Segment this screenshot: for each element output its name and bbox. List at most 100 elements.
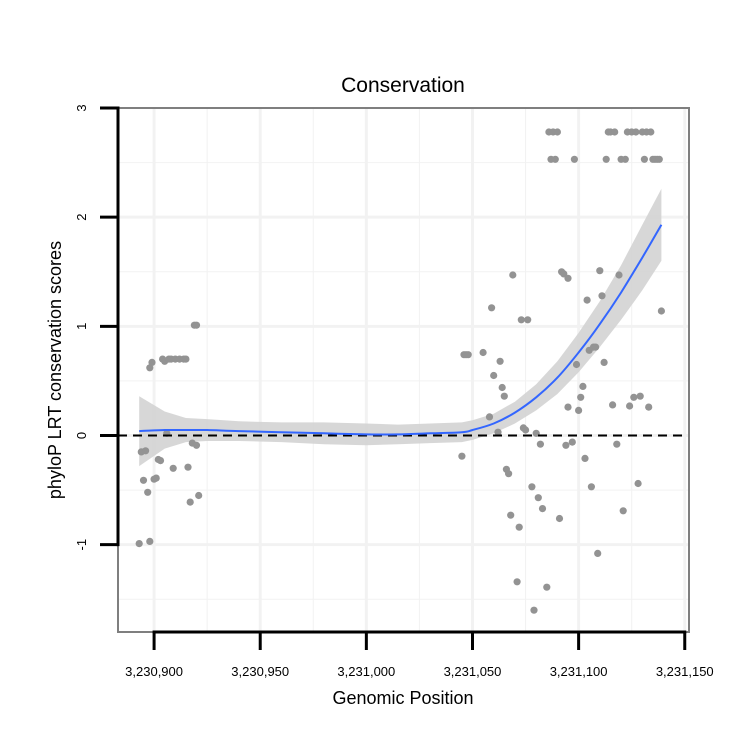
data-point	[500, 392, 508, 400]
data-point	[600, 358, 608, 366]
data-point	[630, 393, 638, 401]
data-point	[156, 457, 165, 465]
data-point	[583, 296, 591, 304]
data-point	[615, 271, 623, 279]
data-point	[596, 267, 604, 275]
chart-title: Conservation	[341, 74, 465, 97]
y-tick-label: -1	[74, 539, 89, 551]
data-point	[184, 463, 192, 471]
data-point	[655, 155, 663, 163]
x-tick-label: 3,231,000	[337, 664, 395, 679]
data-point	[621, 155, 629, 163]
data-point	[524, 316, 532, 324]
confidence-band-area	[139, 188, 662, 467]
data-point	[534, 494, 542, 502]
data-point	[632, 128, 640, 136]
data-point	[494, 428, 502, 436]
data-point	[579, 382, 587, 390]
x-axis-title: Genomic Position	[332, 688, 473, 708]
data-point	[135, 540, 143, 548]
data-point	[538, 505, 547, 513]
y-axis-title: phyloP LRT conservation scores	[45, 241, 65, 499]
plot-frame	[117, 107, 690, 633]
data-point	[592, 343, 600, 351]
smooth-curve	[139, 224, 663, 436]
data-point	[587, 483, 596, 491]
data-point	[611, 128, 619, 136]
grid	[118, 108, 689, 632]
x-tick-label: 3,230,950	[231, 664, 289, 679]
x-tick-label: 3,230,900	[125, 664, 183, 679]
data-point	[594, 549, 602, 558]
data-point	[144, 488, 152, 496]
data-point	[564, 274, 572, 282]
data-point	[182, 355, 190, 363]
data-point	[543, 583, 551, 591]
data-point	[146, 364, 154, 372]
data-point	[657, 307, 666, 315]
data-point	[619, 507, 627, 515]
data-point	[522, 426, 530, 434]
data-point	[498, 383, 506, 392]
data-point	[507, 511, 515, 519]
confidence-band	[139, 188, 662, 467]
data-point	[570, 155, 579, 163]
data-point	[517, 316, 525, 324]
data-point	[645, 403, 653, 411]
data-point	[509, 271, 517, 279]
data-point	[536, 440, 545, 448]
data-point	[496, 357, 504, 365]
data-point	[581, 454, 589, 462]
data-point	[488, 304, 496, 312]
data-point	[505, 470, 513, 478]
data-point	[148, 358, 156, 366]
data-point	[640, 155, 649, 163]
y-tick-label: 3	[74, 104, 89, 111]
data-point	[626, 402, 634, 410]
data-point	[598, 292, 606, 300]
data-point	[568, 438, 576, 446]
y-tick-label: 1	[74, 323, 89, 330]
data-point	[195, 491, 203, 500]
data-point	[613, 440, 621, 448]
data-point	[490, 371, 498, 380]
data-point	[458, 452, 466, 460]
data-point	[152, 474, 160, 482]
data-point	[528, 483, 536, 491]
x-tick-label: 3,231,150	[656, 664, 714, 679]
data-point	[562, 441, 570, 449]
x-axis: 3,230,900 3,230,950 3,231,000 3,231,050 3,23…	[125, 630, 714, 679]
data-point	[479, 348, 487, 357]
data-point	[575, 406, 583, 414]
data-point	[146, 537, 154, 546]
data-point	[464, 351, 472, 359]
data-point	[609, 401, 617, 409]
data-point	[192, 441, 201, 449]
data-point	[636, 392, 644, 400]
y-axis: -1 0 1 2 3	[74, 104, 120, 551]
data-point	[555, 514, 564, 523]
data-point	[186, 498, 194, 506]
data-point	[139, 476, 148, 484]
data-point	[647, 128, 655, 136]
data-point	[602, 155, 610, 163]
data-point	[192, 321, 201, 329]
data-point	[530, 606, 538, 614]
data-point	[169, 464, 177, 472]
data-point	[634, 479, 642, 488]
data-point	[515, 523, 523, 531]
y-tick-label: 2	[74, 214, 89, 221]
data-point	[553, 128, 562, 136]
data-points	[135, 128, 666, 614]
y-tick-label: 0	[74, 432, 89, 439]
data-point	[485, 413, 494, 421]
smooth-curve-line	[139, 224, 663, 436]
data-point	[551, 155, 559, 163]
x-tick-label: 3,231,100	[550, 664, 608, 679]
data-point	[577, 393, 585, 401]
x-tick-label: 3,231,050	[444, 664, 502, 679]
data-point	[564, 403, 572, 411]
data-point	[142, 447, 150, 455]
data-point	[513, 578, 521, 586]
